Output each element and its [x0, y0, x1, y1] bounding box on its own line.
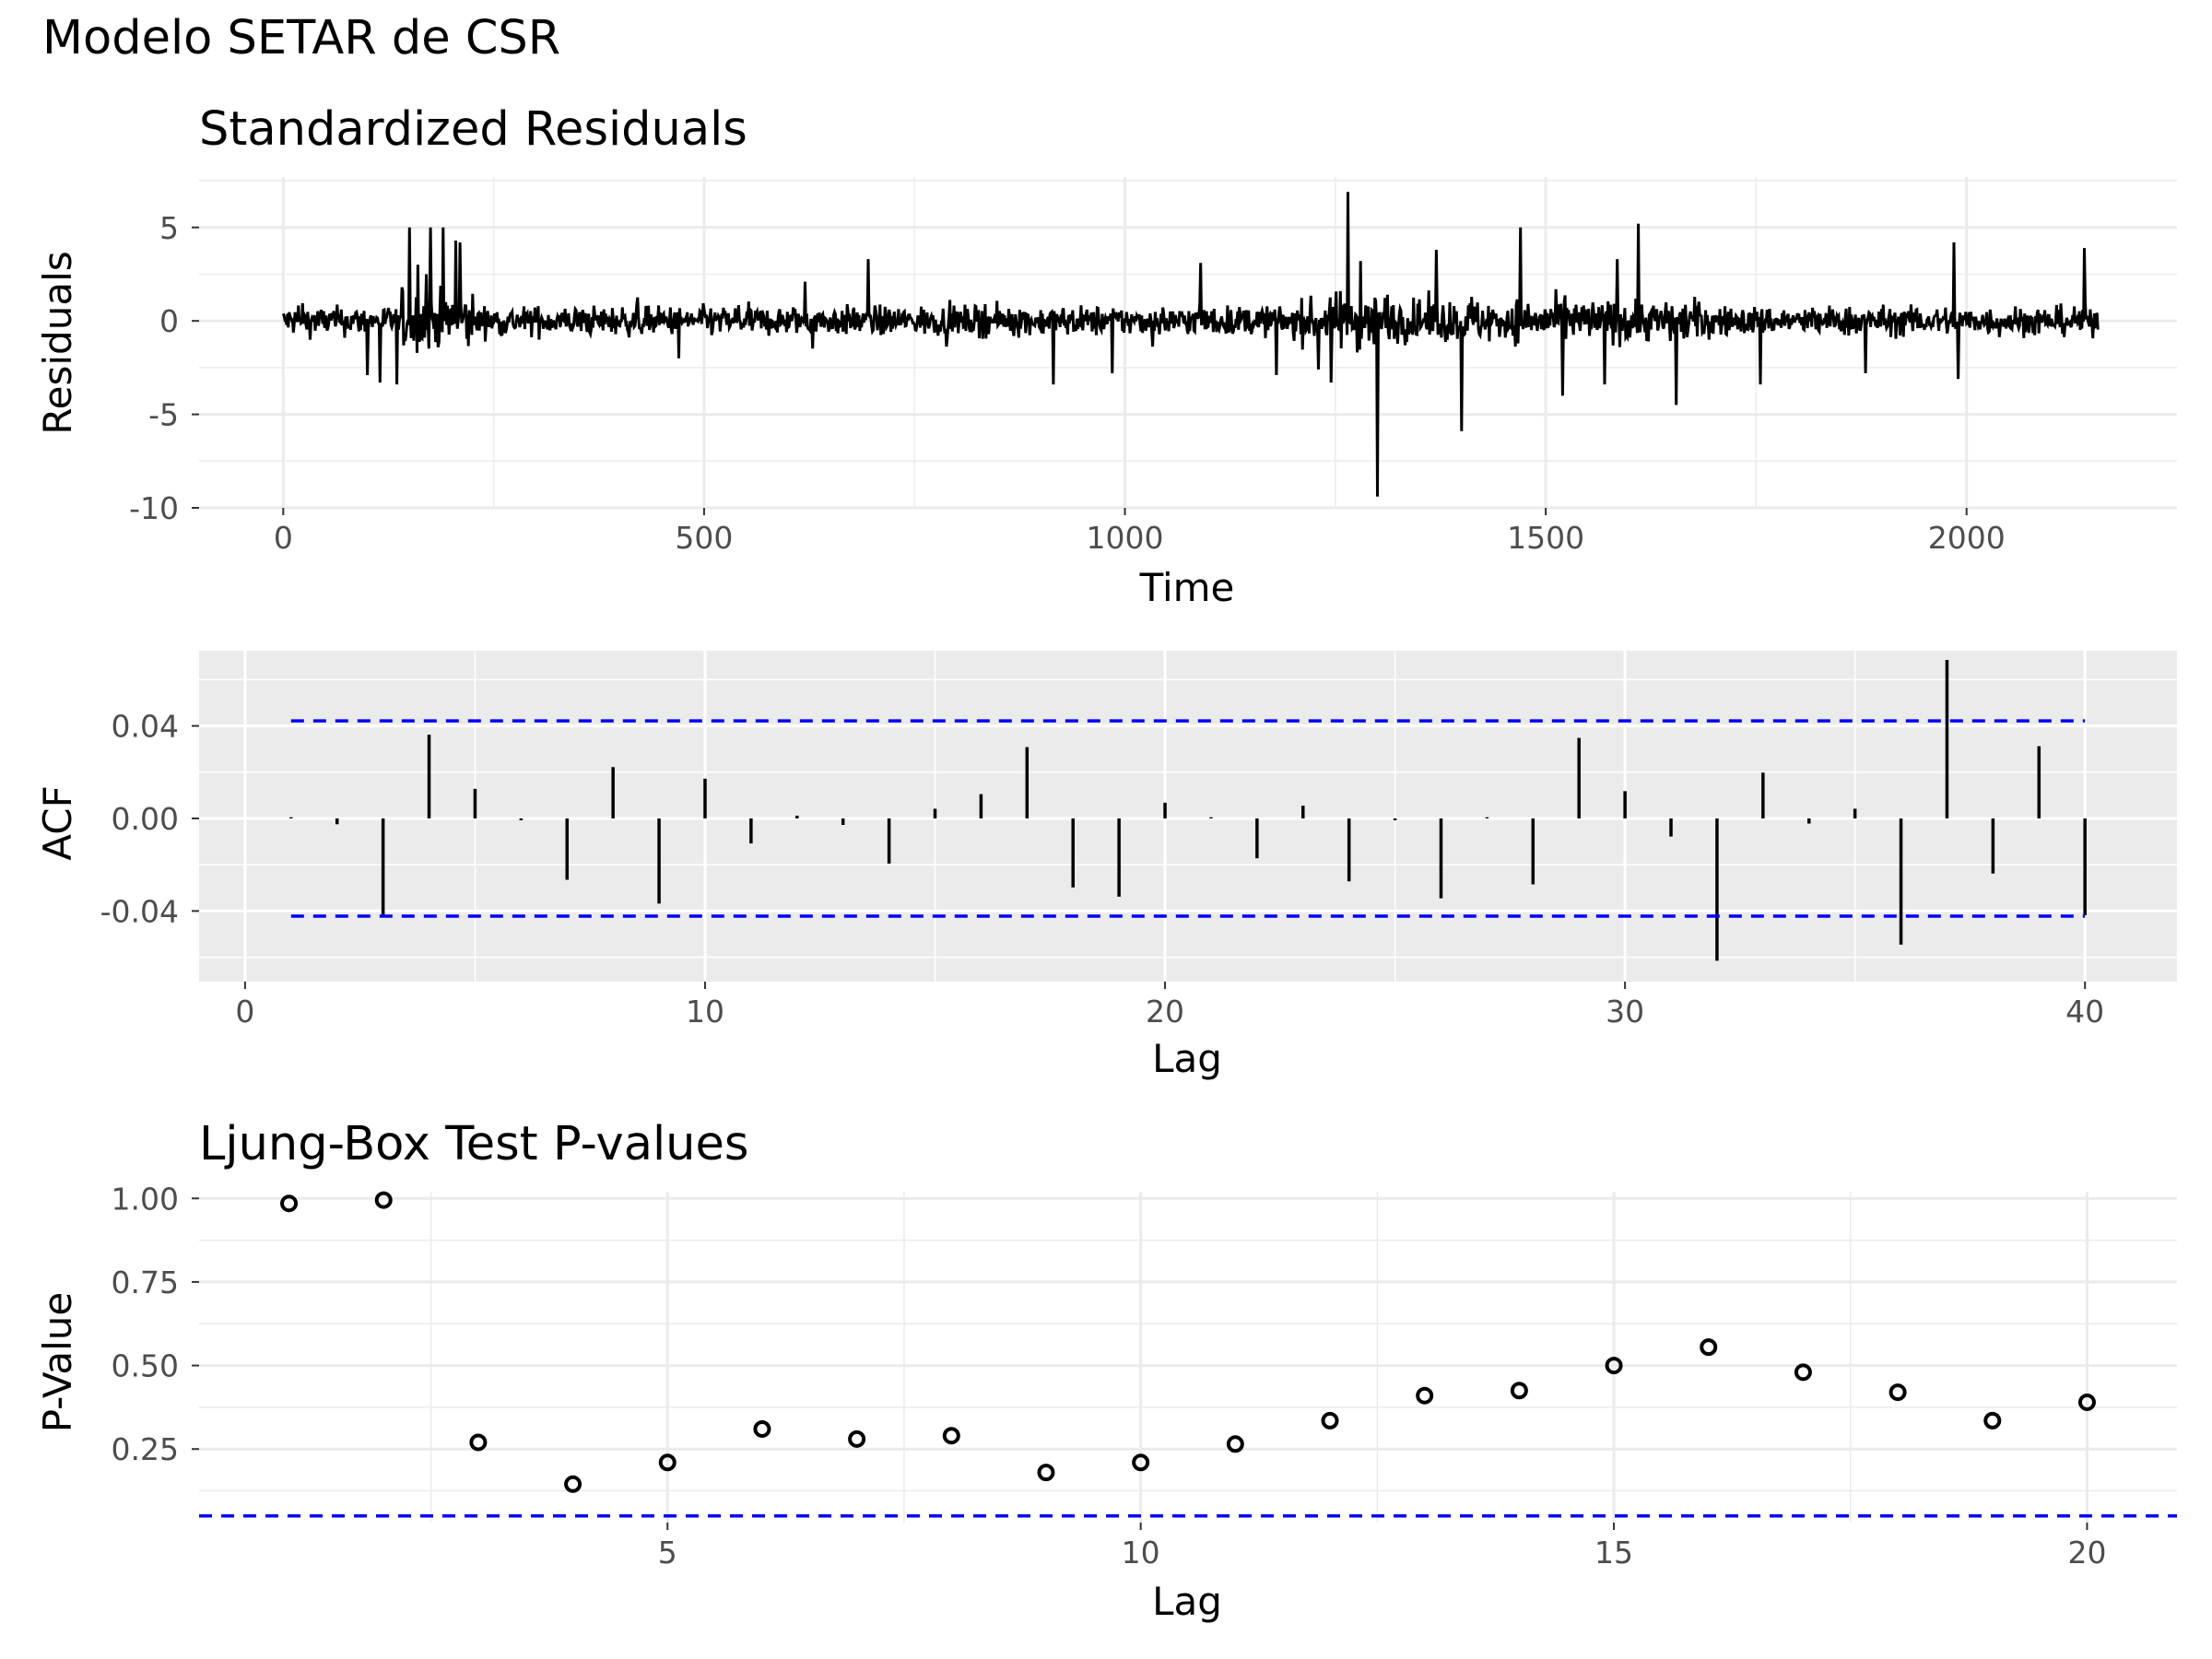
ljung-box-x-ticks: 5 10 15 20 [658, 1523, 2106, 1571]
ljung-box-point-lag-14 [1510, 1382, 1528, 1400]
ljung-box-point-lag-11 [1226, 1435, 1244, 1453]
acf-confidence-bounds [290, 719, 2086, 918]
ljung-box-point-lag-6 [753, 1419, 771, 1438]
residuals-y-ticks: -10 -5 0 5 [129, 210, 199, 526]
residuals-y-tick-label: -5 [148, 397, 179, 433]
ljung-box-y-axis-title: P-Value [35, 1292, 80, 1432]
ljung-box-y-tick-label: 0.50 [112, 1348, 179, 1384]
residuals-x-tick-label: 500 [675, 520, 733, 556]
ljung-box-point-lag-13 [1416, 1386, 1434, 1405]
acf-x-tick-label: 0 [235, 994, 254, 1030]
ljung-box-panel: Ljung-Box Test P-values 5 10 15 20 0.25 0.50… [35, 1117, 2177, 1624]
ljung-box-y-tick-label: 0.75 [112, 1265, 179, 1300]
residuals-y-axis-title: Residuals [35, 251, 80, 434]
acf-y-tick-label: 0.00 [112, 801, 179, 837]
ljung-box-point-lag-1 [280, 1194, 299, 1213]
ljung-box-point-lag-5 [658, 1453, 677, 1472]
acf-bars [289, 660, 2087, 961]
ljung-box-point-lag-18 [1888, 1383, 1907, 1402]
residuals-x-axis-title: Time [1139, 565, 1235, 610]
residuals-x-tick-label: 1500 [1507, 520, 1584, 556]
ljung-box-point-lag-3 [469, 1433, 488, 1452]
residuals-x-tick-label: 1000 [1087, 520, 1164, 556]
acf-y-tick-label: 0.04 [112, 709, 179, 745]
acf-x-axis-title: Lag [1152, 1036, 1222, 1081]
residuals-x-ticks: 0 500 1000 1500 2000 [274, 508, 2006, 556]
acf-x-tick-label: 10 [686, 994, 724, 1030]
ljung-box-point-lag-19 [1983, 1411, 2002, 1430]
ljung-box-x-axis-title: Lag [1152, 1579, 1222, 1624]
acf-y-tick-label: -0.04 [100, 893, 179, 929]
residuals-y-tick-label: 5 [159, 210, 179, 246]
ljung-box-point-lag-2 [374, 1191, 393, 1209]
residuals-title: Standardized Residuals [199, 102, 747, 157]
acf-panel: 0 10 20 30 40 -0.04 0.00 0.04 Lag ACF [35, 651, 2177, 1081]
acf-y-axis-title: ACF [35, 785, 80, 860]
ljung-box-point-lag-10 [1132, 1453, 1150, 1472]
acf-y-ticks: -0.04 0.00 0.04 [100, 709, 199, 929]
ljung-box-title: Ljung-Box Test P-values [199, 1117, 748, 1171]
residuals-y-tick-label: -10 [129, 490, 179, 526]
ljung-box-point-lag-8 [942, 1427, 960, 1445]
ljung-box-x-tick-label: 15 [1594, 1535, 1633, 1571]
ljung-box-x-tick-label: 20 [2067, 1535, 2106, 1571]
ljung-box-x-tick-label: 10 [1122, 1535, 1160, 1571]
ljung-box-point-lag-16 [1700, 1338, 1718, 1357]
ljung-box-y-tick-label: 1.00 [112, 1181, 179, 1217]
acf-panel-background [199, 651, 2177, 982]
ljung-box-point-lag-15 [1605, 1357, 1623, 1375]
ljung-box-points [280, 1191, 2096, 1493]
ljung-box-y-ticks: 0.25 0.50 0.75 1.00 [112, 1181, 199, 1467]
ljung-box-y-tick-label: 0.25 [112, 1431, 179, 1467]
residuals-x-tick-label: 0 [274, 520, 293, 556]
acf-x-ticks: 0 10 20 30 40 [235, 982, 2104, 1030]
acf-x-tick-label: 30 [1606, 994, 1644, 1030]
residuals-x-tick-label: 2000 [1928, 520, 2006, 556]
ljung-box-point-lag-17 [1794, 1363, 1812, 1382]
ljung-box-point-lag-4 [564, 1475, 582, 1493]
residuals-series-line [281, 192, 2100, 497]
ljung-box-x-tick-label: 5 [658, 1535, 677, 1571]
residuals-y-tick-label: 0 [159, 303, 179, 339]
ljung-box-point-lag-20 [2077, 1393, 2096, 1411]
figure-title: Modelo SETAR de CSR [42, 11, 560, 65]
ljung-box-point-lag-12 [1321, 1411, 1339, 1430]
acf-x-tick-label: 40 [2065, 994, 2104, 1030]
ljung-box-point-lag-7 [848, 1430, 866, 1448]
residuals-panel: Standardized Residuals 0 500 1000 1500 2000 … [35, 102, 2177, 610]
ljung-box-gridlines [199, 1192, 2177, 1523]
acf-x-tick-label: 20 [1146, 994, 1184, 1030]
ljung-box-point-lag-9 [1037, 1464, 1055, 1482]
